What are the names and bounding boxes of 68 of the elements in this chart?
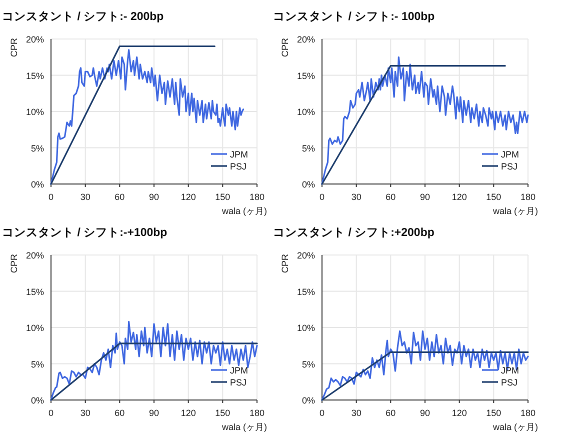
chart-title: コンスタント / シフト:+200bp <box>273 226 434 239</box>
x-tick-label: 120 <box>452 192 467 202</box>
y-tick-label: 15% <box>26 70 44 81</box>
x-axis-title: wala (ヶ月) <box>492 422 538 432</box>
y-tick-label: 15% <box>296 286 315 297</box>
y-axis-title: CPR <box>280 38 290 57</box>
chart-title: コンスタント / シフト:- 100bp <box>273 10 435 23</box>
x-tick-label: 60 <box>386 408 396 418</box>
chart-title: コンスタント / シフト:- 200bp <box>2 10 164 23</box>
x-tick-label: 60 <box>114 192 125 202</box>
x-tick-label: 0 <box>48 408 54 418</box>
y-tick-label: 15% <box>296 70 315 81</box>
y-tick-label: 10% <box>296 107 315 117</box>
x-tick-label: 30 <box>80 408 90 418</box>
legend-label: PSJ <box>230 378 247 388</box>
y-tick-label: 0% <box>30 180 44 190</box>
x-tick-label: 30 <box>351 408 362 418</box>
x-axis-title: wala (ヶ月) <box>220 206 267 216</box>
legend-label: JPM <box>501 150 519 160</box>
y-tick-label: 20% <box>296 250 315 260</box>
x-tick-label: 60 <box>386 192 396 202</box>
x-tick-label: 150 <box>215 408 230 418</box>
x-tick-label: 0 <box>319 192 325 202</box>
y-tick-label: 0% <box>30 396 44 406</box>
x-tick-label: 150 <box>486 192 502 202</box>
x-tick-label: 60 <box>114 408 125 418</box>
y-tick-label: 20% <box>296 34 315 44</box>
x-tick-label: 90 <box>148 192 160 202</box>
x-tick-label: 180 <box>520 408 536 418</box>
y-tick-label: 5% <box>30 359 44 370</box>
x-tick-label: 120 <box>180 192 196 202</box>
legend-label: PSJ <box>501 162 518 172</box>
x-tick-label: 90 <box>420 192 430 202</box>
x-tick-label: 90 <box>420 408 430 418</box>
y-tick-label: 5% <box>302 143 315 154</box>
y-tick-label: 10% <box>26 323 44 333</box>
legend-label: JPM <box>230 150 248 160</box>
x-tick-label: 150 <box>215 192 230 202</box>
x-tick-label: 90 <box>148 408 160 418</box>
y-tick-label: 0% <box>302 396 315 406</box>
y-tick-label: 5% <box>30 143 44 154</box>
x-tick-label: 120 <box>452 408 467 418</box>
x-axis-title: wala (ヶ月) <box>492 206 538 216</box>
x-tick-label: 180 <box>520 192 536 202</box>
x-tick-label: 150 <box>486 408 502 418</box>
legend-label: JPM <box>230 366 248 376</box>
x-tick-label: 30 <box>351 192 362 202</box>
x-tick-label: 30 <box>80 192 90 202</box>
x-tick-label: 180 <box>249 192 265 202</box>
y-tick-label: 5% <box>302 359 315 370</box>
x-tick-label: 0 <box>319 408 325 418</box>
y-tick-label: 10% <box>26 107 44 117</box>
chart-title: コンスタント / シフト:-+100bp <box>2 226 168 239</box>
y-tick-label: 15% <box>26 286 44 297</box>
legend-label: JPM <box>501 366 519 376</box>
x-tick-label: 120 <box>180 408 196 418</box>
legend-label: PSJ <box>230 162 247 172</box>
y-tick-label: 20% <box>26 250 44 260</box>
y-axis-title: CPR <box>9 254 19 273</box>
y-tick-label: 0% <box>302 180 315 190</box>
legend-label: PSJ <box>501 378 518 388</box>
y-axis-title: CPR <box>280 254 290 273</box>
y-tick-label: 10% <box>296 323 315 333</box>
y-axis-title: CPR <box>9 38 19 57</box>
x-tick-label: 0 <box>48 192 54 202</box>
x-tick-label: 180 <box>249 408 265 418</box>
x-axis-title: wala (ヶ月) <box>220 422 267 432</box>
y-tick-label: 20% <box>26 34 44 44</box>
